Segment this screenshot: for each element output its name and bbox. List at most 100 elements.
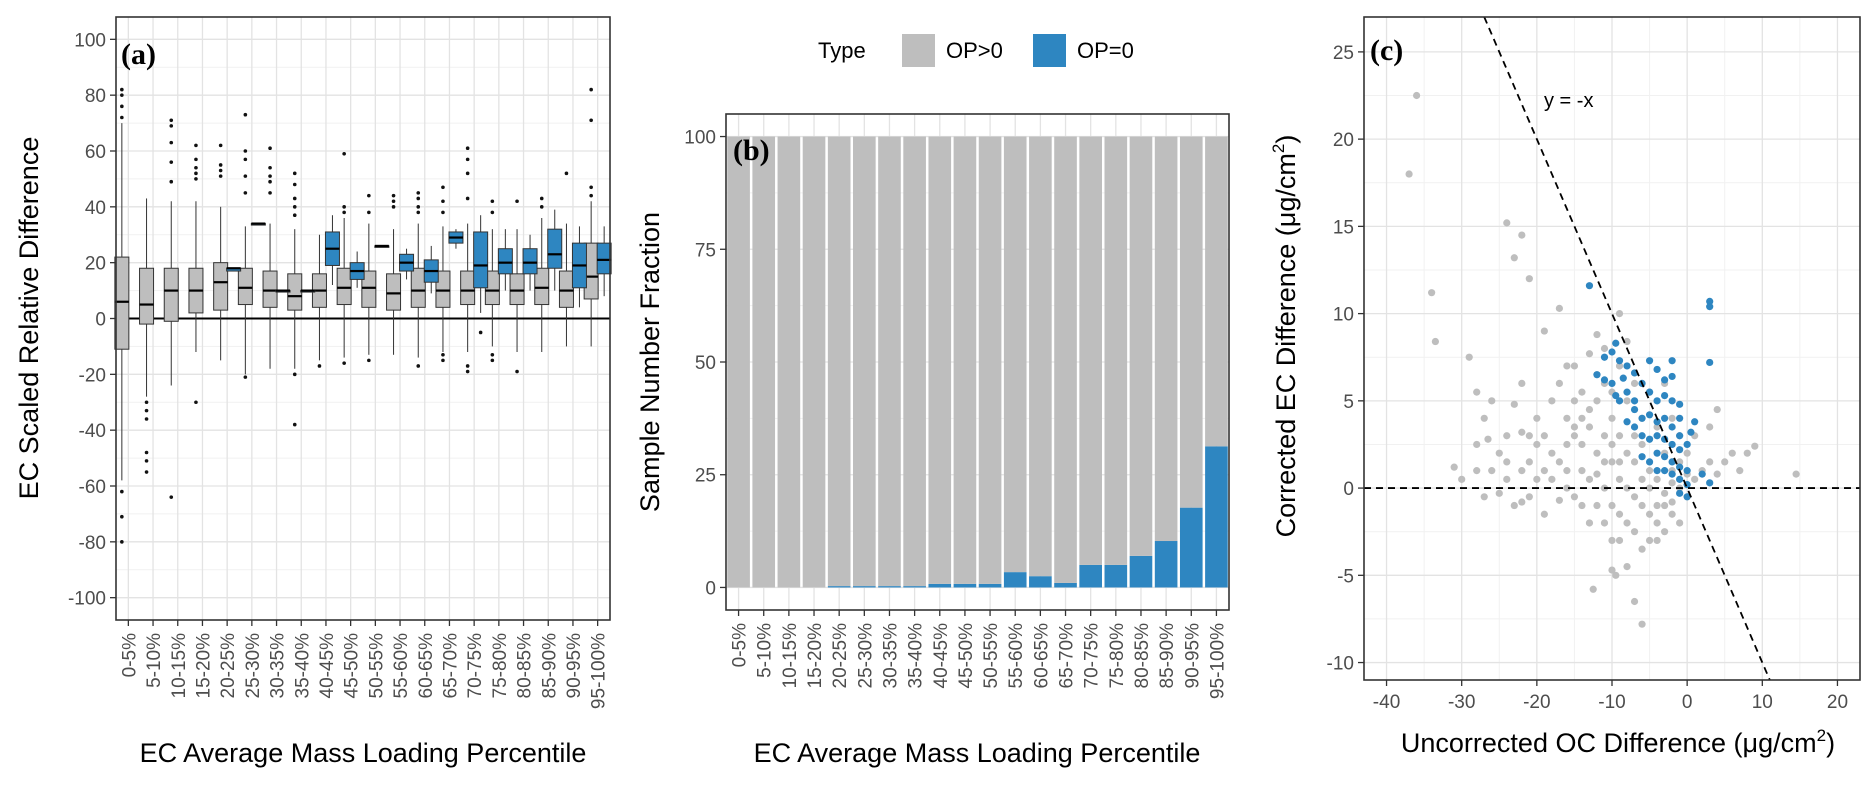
panel-b-bar-op-zero bbox=[1003, 572, 1027, 588]
panel-b-y-tick-label: 0 bbox=[705, 578, 716, 599]
panel-c-point-op-zero bbox=[1698, 470, 1706, 478]
panel-a-box-body bbox=[336, 267, 352, 306]
panel-b-bar-op-zero bbox=[1179, 507, 1203, 588]
panel-c-x-ticks: -40 -30 -20 -10 0 10 20 bbox=[1373, 680, 1848, 713]
panel-c-point-op-positive bbox=[1600, 458, 1609, 466]
panel-b-x-tick-label: 65-70% bbox=[1057, 623, 1078, 689]
panel-a-x-ticks: 0-5% 5-10% 10-15% 15-20% 20-25% 25-30% 30-35% 3… bbox=[119, 620, 610, 709]
panel-c-point-op-positive bbox=[1518, 428, 1526, 436]
panel-b-bar-op-zero bbox=[1104, 564, 1128, 588]
panel-a-outlier-point bbox=[169, 160, 174, 164]
panel-a-outlier-point bbox=[441, 185, 445, 190]
panel-c-point-op-positive bbox=[1653, 536, 1661, 545]
panel-c-point-op-positive bbox=[1510, 501, 1518, 510]
panel-a-box-op-zero bbox=[349, 251, 365, 288]
panel-c-points bbox=[1405, 91, 1800, 628]
panel-a-x-tick-label: 10-15% bbox=[169, 633, 190, 699]
panel-c-x-axis-title: Uncorrected OC Difference (μg/cm2) bbox=[1401, 726, 1835, 758]
panel-a-box-op-zero bbox=[250, 222, 266, 226]
panel-b-x-tick-label: 80-85% bbox=[1132, 623, 1153, 689]
panel-b-bar-op-positive bbox=[827, 136, 851, 587]
panel-b-bar-op-positive bbox=[1154, 136, 1178, 542]
panel-c-point-op-positive bbox=[1623, 562, 1631, 571]
panel-b-bar-op-zero bbox=[878, 586, 901, 588]
panel-c-point-op-positive bbox=[1638, 545, 1646, 553]
panel-b-bar-op-positive bbox=[903, 136, 926, 587]
panel-c-point-op-positive bbox=[1450, 463, 1458, 471]
panel-c-point-op-positive bbox=[1638, 475, 1646, 483]
panel-c-point-op-positive bbox=[1431, 337, 1439, 346]
panel-a-outlier-point bbox=[589, 87, 593, 92]
panel-b-x-tick-label: 30-35% bbox=[880, 623, 901, 689]
panel-a-outlier-point bbox=[243, 112, 248, 117]
panel-b-bar-op-positive bbox=[1079, 136, 1102, 565]
panel-b-bar-op-positive bbox=[1129, 136, 1153, 556]
panel-c-point-op-zero bbox=[1638, 432, 1646, 440]
panel-c-point-op-positive bbox=[1570, 362, 1579, 370]
panel-b-bar-op-zero bbox=[1054, 582, 1077, 588]
panel-a-outlier-point bbox=[589, 118, 593, 123]
panel-a-box-body bbox=[497, 248, 513, 275]
panel-c-point-op-positive bbox=[1612, 571, 1620, 579]
panel-c-y-tick-label: 15 bbox=[1333, 217, 1354, 238]
panel-c-point-op-positive bbox=[1585, 405, 1594, 414]
panel-a-outlier-point bbox=[268, 191, 272, 195]
panel-c-point-op-positive bbox=[1578, 501, 1586, 510]
panel-a-outlier-point bbox=[144, 400, 149, 405]
panel-c-point-op-positive bbox=[1615, 458, 1624, 466]
panel-a-outlier-point bbox=[292, 205, 297, 209]
panel-c-point-op-positive bbox=[1540, 467, 1548, 475]
legend-swatch-op-positive bbox=[902, 34, 935, 67]
panel-a-outlier-point bbox=[416, 196, 421, 201]
panel-c-point-op-positive bbox=[1540, 510, 1548, 518]
panel-c-point-op-positive bbox=[1661, 501, 1669, 510]
panel-a-box-op-zero bbox=[324, 215, 340, 285]
panel-b-bar-op-zero bbox=[1154, 541, 1178, 588]
panel-a-outlier-point bbox=[564, 171, 569, 176]
panel-c-point-op-zero bbox=[1600, 376, 1609, 384]
panel-c-point-op-positive bbox=[1458, 475, 1466, 483]
panel-c-point-op-positive bbox=[1751, 442, 1759, 450]
panel-c-point-op-positive bbox=[1503, 219, 1511, 227]
panel-c-point-op-positive bbox=[1548, 397, 1556, 405]
panel-c-point-op-zero bbox=[1676, 446, 1684, 454]
panel-b-x-ticks: 0-5% 5-10% 10-15% 15-20% 20-25% 25-30% 30-35% 3… bbox=[730, 610, 1228, 699]
panel-b-x-tick-label: 95-100% bbox=[1207, 623, 1228, 699]
panel-c-point-op-positive bbox=[1615, 536, 1624, 545]
panel-c-x-tick-label: 10 bbox=[1752, 692, 1773, 713]
panel-c-point-op-zero bbox=[1653, 365, 1661, 374]
panel-a-outlier-point bbox=[243, 375, 248, 379]
panel-a-outlier-point bbox=[144, 408, 149, 413]
panel-c-point-op-zero bbox=[1706, 479, 1714, 487]
panel-c-point-op-positive bbox=[1623, 337, 1631, 346]
panel-a-box-op-positive bbox=[361, 193, 377, 363]
panel-c-point-op-positive bbox=[1518, 498, 1526, 506]
panel-b-bars bbox=[727, 136, 1228, 588]
panel-b-bar-op-positive bbox=[727, 136, 750, 588]
panel-c-point-op-positive bbox=[1585, 423, 1594, 431]
panel-c-point-op-zero bbox=[1661, 392, 1669, 400]
panel-a-box-op-zero bbox=[547, 209, 563, 291]
panel-c-point-op-positive bbox=[1608, 458, 1616, 466]
panel-a-box-body bbox=[435, 270, 451, 308]
panel-c-point-op-zero bbox=[1687, 428, 1695, 436]
panel-b-x-tick-label: 45-50% bbox=[956, 623, 977, 689]
panel-a-box-body bbox=[139, 267, 155, 325]
panel-c-point-op-positive bbox=[1593, 397, 1601, 405]
panel-c-point-op-positive bbox=[1525, 493, 1533, 501]
panel-a-y-tick-label: 80 bbox=[85, 86, 106, 107]
panel-c-point-op-zero bbox=[1653, 418, 1661, 426]
panel-a-box-op-zero bbox=[226, 267, 242, 272]
panel-a-y-tick-label: 0 bbox=[95, 310, 106, 331]
panel-a-box-op-zero bbox=[399, 248, 415, 280]
panel-c-x-tick-label: 0 bbox=[1682, 692, 1693, 713]
panel-c-x-tick-label: -20 bbox=[1523, 692, 1550, 713]
panel-c-point-op-positive bbox=[1615, 475, 1624, 483]
panel-c-point-op-positive bbox=[1713, 405, 1721, 414]
legend-title: Type bbox=[818, 38, 866, 63]
panel-a-outlier-point bbox=[268, 165, 272, 170]
panel-a-box-op-zero bbox=[596, 226, 612, 297]
panel-c-x-axis-title-text: Uncorrected OC Difference (μg/cm bbox=[1401, 728, 1817, 758]
panel-a-outlier-point bbox=[478, 330, 483, 335]
